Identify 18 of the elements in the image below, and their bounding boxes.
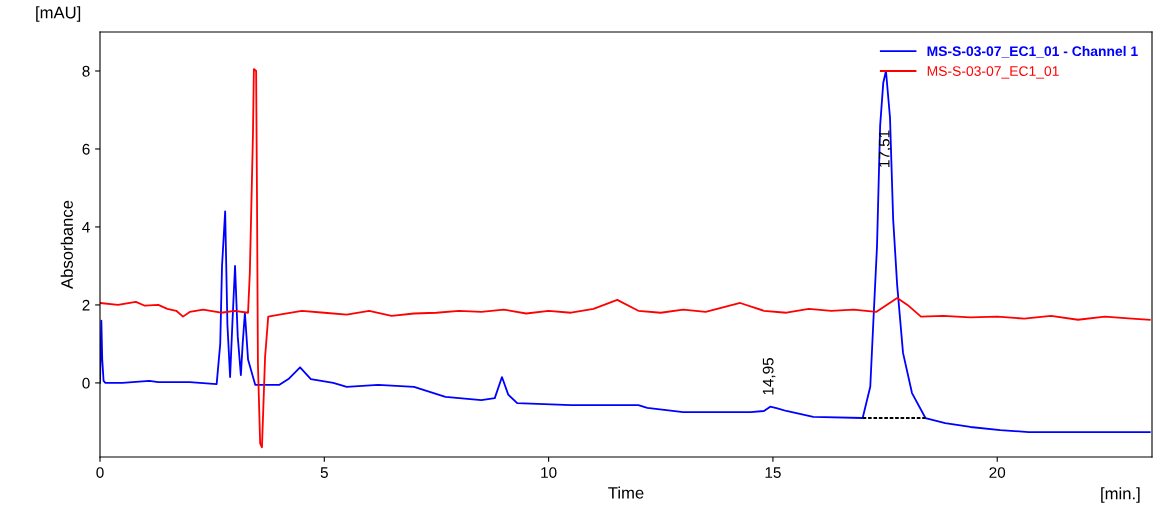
- legend-label: MS-S-03-07_EC1_01 - Channel 1: [927, 45, 1138, 58]
- legend-label: MS-S-03-07_EC1_01: [927, 66, 1059, 79]
- y-axis-title: Absorbance: [60, 200, 73, 289]
- x-tick-label: 20: [989, 467, 1006, 478]
- text: [min.]: [1101, 487, 1140, 503]
- x-tick-label: 10: [541, 467, 557, 478]
- y-tick-label: 4: [82, 221, 90, 233]
- y-tick-label: 6: [82, 143, 90, 155]
- x-tick-label: 0: [96, 467, 104, 478]
- x-tick-label: 5: [320, 467, 328, 478]
- y-tick-label: 8: [82, 65, 90, 77]
- x-tick-label: 15: [765, 467, 781, 478]
- x-axis-title: Time: [608, 486, 644, 499]
- y-tick-label: 0: [82, 377, 90, 389]
- annotation: 17,51: [878, 130, 892, 167]
- annotation: 14,95: [762, 358, 776, 395]
- y-tick-label: 2: [82, 299, 90, 311]
- text: [mAU]: [36, 6, 81, 22]
